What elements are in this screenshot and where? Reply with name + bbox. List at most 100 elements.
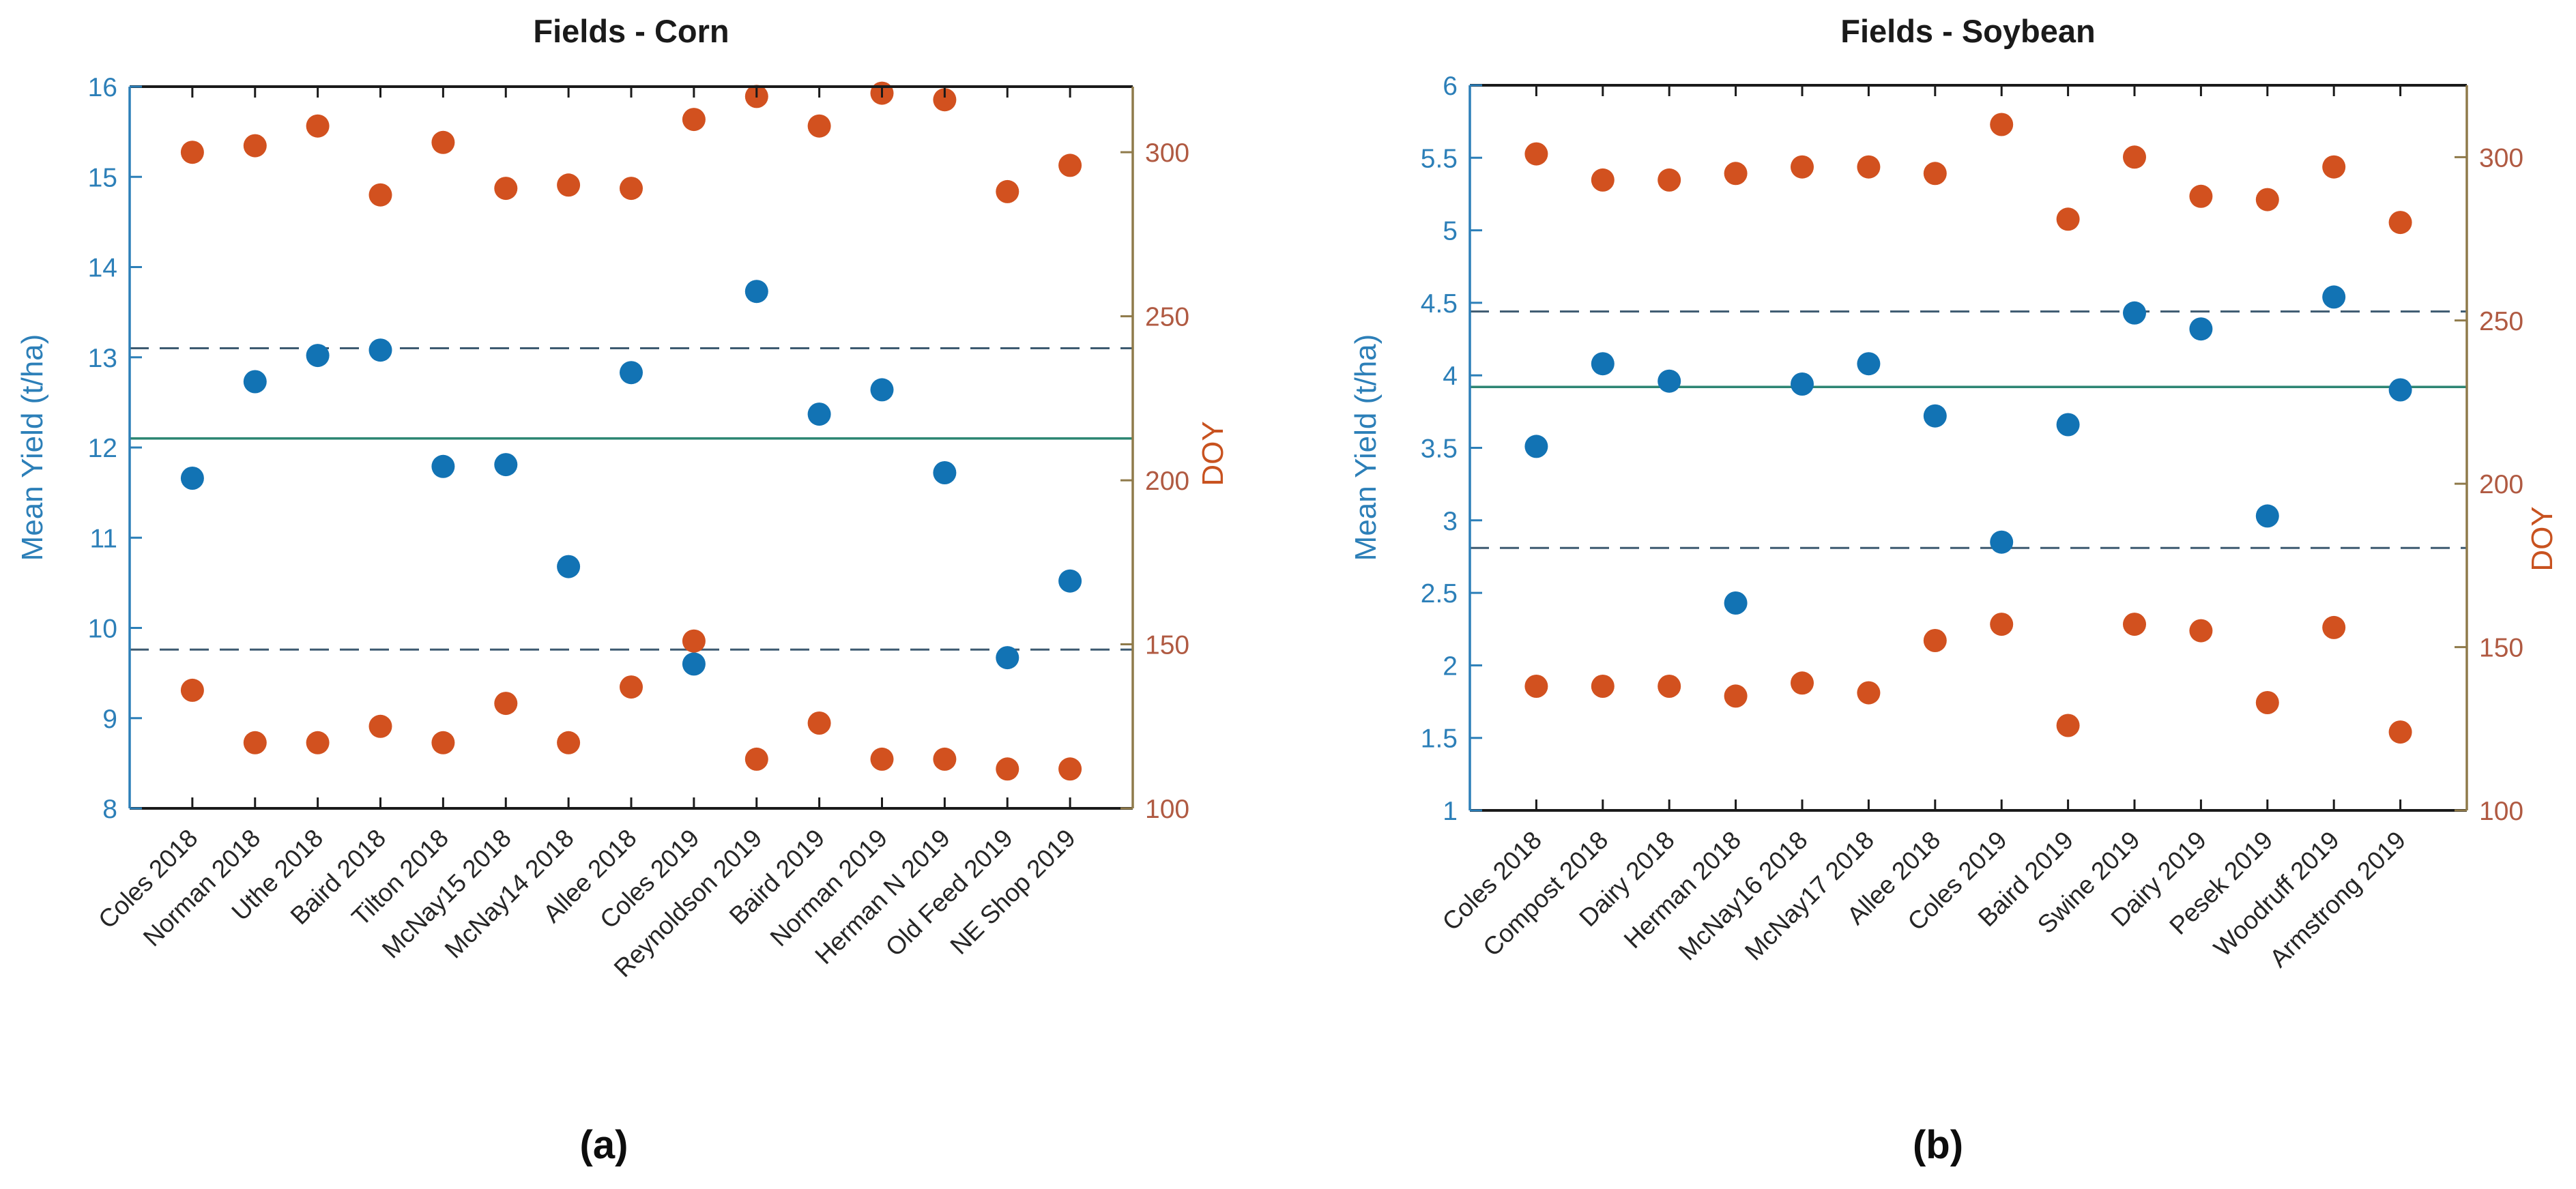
corn-point-doy-high [682,108,706,132]
soybean-point-doy-high [2322,155,2346,179]
soybean-point-doy-low [2388,720,2412,744]
corn-point-doy-low [1058,757,1082,781]
corn-point-doy-high [557,173,581,197]
chart-title-soybean: Fields - Soybean [1840,13,2095,49]
soybean-point-doy-high [1990,113,2014,136]
caption-a: (a) [580,1123,628,1167]
corn-point-doy-low [557,731,581,754]
soybean-left-tick-label: 5.5 [1421,144,1458,173]
corn-left-tick-label: 13 [88,344,117,373]
corn-point-yield [1058,569,1082,593]
soybean-point-doy-high [1591,168,1615,192]
corn-right-tick-label: 150 [1145,631,1189,660]
corn-point-doy-high [180,141,204,164]
soybean-point-yield [1591,352,1615,376]
soybean-left-tick-label: 4 [1443,362,1458,391]
soybean-point-doy-high [2056,207,2080,231]
soybean-point-doy-low [1857,681,1881,705]
y-axis-label-soybean: Mean Yield (t/ha) [1349,334,1383,561]
soybean-point-doy-low [1724,684,1748,708]
soybean-point-yield [1923,404,1947,428]
caption-b: (b) [1913,1123,1963,1167]
soybean-left-tick-label: 2 [1443,651,1458,681]
soybean-point-doy-high [2388,211,2412,235]
corn-left-tick-label: 9 [102,705,117,734]
soybean-point-yield [1658,369,1681,393]
soybean-right-tick-label: 100 [2479,797,2523,826]
corn-point-yield [807,402,831,426]
soybean-point-doy-high [1724,162,1748,186]
soybean-point-yield [2388,378,2412,402]
corn-point-yield [620,361,643,385]
corn-right-tick-label: 200 [1145,467,1189,496]
corn-point-doy-high [996,179,1019,203]
doy-axis-label-soybean: DOY [2526,506,2559,571]
corn-point-doy-high [306,114,330,138]
soybean-left-tick-label: 5 [1443,217,1458,246]
soybean-point-doy-low [1923,629,1947,652]
chart-soybean: 11.522.533.544.555.56100150200250300Cole… [1421,72,2523,973]
soybean-point-doy-high [1923,162,1947,186]
soybean-point-yield [2255,504,2279,528]
corn-point-doy-high [620,177,643,201]
soybean-category-label: Herman 2018 [1619,826,1747,954]
corn-point-doy-low [494,692,518,716]
corn-point-doy-low [368,714,392,738]
corn-point-doy-low [807,711,831,735]
corn-point-yield [557,555,581,578]
corn-left-tick-label: 16 [88,73,117,102]
corn-left-tick-label: 14 [88,254,117,283]
soybean-left-tick-label: 1 [1443,797,1458,826]
soybean-right-tick-label: 300 [2479,143,2523,173]
corn-left-tick-label: 12 [88,434,117,463]
corn-point-yield [306,344,330,368]
soybean-point-doy-high [1658,168,1681,192]
corn-point-doy-low [243,731,267,754]
soybean-point-doy-low [2322,615,2346,639]
corn-point-yield [933,461,957,484]
soybean-point-doy-high [2189,184,2213,208]
soybean-point-doy-low [2255,691,2279,714]
soybean-left-tick-label: 3 [1443,507,1458,536]
corn-right-tick-label: 250 [1145,303,1189,332]
soybean-point-doy-high [1857,155,1881,179]
corn-point-doy-high [368,183,392,207]
soybean-right-tick-label: 250 [2479,307,2523,336]
soybean-left-tick-label: 1.5 [1421,724,1458,754]
soybean-point-yield [1791,372,1814,396]
soybean-point-doy-low [2056,714,2080,737]
corn-point-yield [494,453,518,477]
soybean-point-yield [2189,317,2213,341]
y-axis-label-corn: Mean Yield (t/ha) [16,334,49,561]
corn-right-tick-label: 100 [1145,795,1189,824]
corn-point-yield [682,652,706,676]
soybean-point-yield [2322,285,2346,309]
corn-point-doy-low [996,757,1019,781]
soybean-point-yield [1857,352,1881,376]
corn-point-yield [870,378,894,402]
soybean-left-tick-label: 3.5 [1421,435,1458,464]
soybean-point-doy-high [2255,188,2279,211]
corn-point-doy-high [807,114,831,138]
corn-point-doy-high [1058,153,1082,177]
soybean-point-doy-low [2123,613,2146,636]
corn-point-doy-high [243,134,267,158]
corn-point-doy-high [431,130,455,154]
corn-left-tick-label: 15 [88,163,117,192]
soybean-point-yield [1524,435,1548,458]
corn-point-doy-low [744,747,768,771]
corn-point-yield [431,454,455,478]
corn-left-tick-label: 10 [88,615,117,644]
soybean-point-doy-low [1591,675,1615,698]
corn-point-doy-low [306,731,330,754]
soybean-point-yield [2056,413,2080,437]
corn-point-doy-low [682,629,706,653]
soybean-point-doy-high [1524,142,1548,166]
soybean-point-yield [2123,301,2146,325]
soybean-left-tick-label: 4.5 [1421,289,1458,319]
soybean-point-doy-high [1791,155,1814,179]
corn-point-doy-low [620,675,643,699]
